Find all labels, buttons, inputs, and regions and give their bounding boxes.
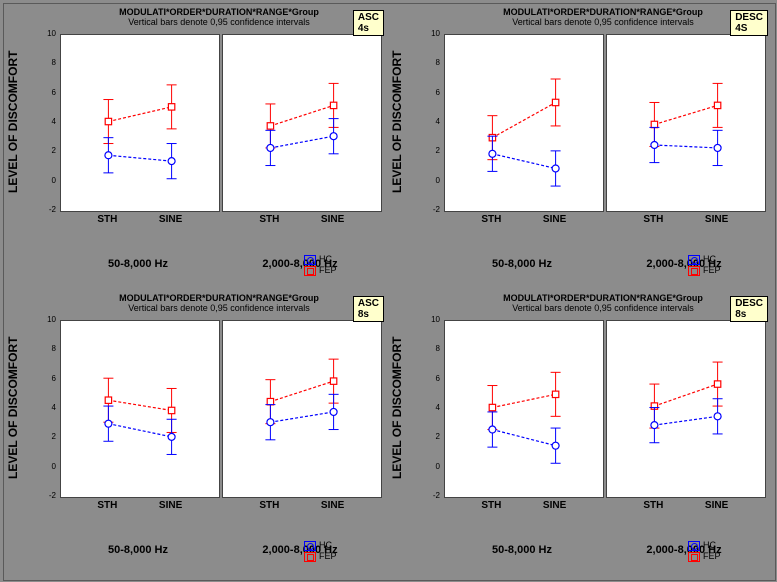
- legend: HCFEP: [688, 254, 721, 276]
- legend-label: FEP: [319, 551, 337, 562]
- sub-panel: [222, 34, 382, 212]
- legend-label: HC: [703, 254, 716, 265]
- legend-swatch-fep: [688, 266, 700, 276]
- sub-panels: [60, 320, 382, 496]
- x-axis-ticks: STHSINESTHSINE: [444, 500, 766, 514]
- condition-box: ASC8s: [353, 296, 384, 322]
- legend-label: FEP: [703, 265, 721, 276]
- sub-panels: [444, 34, 766, 210]
- legend: HCFEP: [688, 540, 721, 562]
- sub-panel: [444, 320, 604, 498]
- sub-panel: [222, 320, 382, 498]
- panel-title: MODULATI*ORDER*DURATION*RANGE*GroupVerti…: [54, 293, 384, 313]
- y-axis-label: LEVEL OF DISCOMFORT: [390, 34, 408, 210]
- legend-swatch-hc: [304, 541, 316, 551]
- legend-label: HC: [319, 254, 332, 265]
- sub-panel: [606, 34, 766, 212]
- condition-box: DESC4S: [730, 10, 768, 36]
- legend: HCFEP: [304, 540, 337, 562]
- legend-label: HC: [319, 540, 332, 551]
- quad-desc-8s: MODULATI*ORDER*DURATION*RANGE*GroupVerti…: [388, 290, 770, 574]
- legend-swatch-fep: [304, 552, 316, 562]
- legend-swatch-hc: [304, 255, 316, 265]
- y-axis-ticks: -20246810: [422, 34, 442, 210]
- y-axis-label: LEVEL OF DISCOMFORT: [6, 34, 24, 210]
- legend-swatch-hc: [688, 255, 700, 265]
- sub-panel: [444, 34, 604, 212]
- quad-asc-8s: MODULATI*ORDER*DURATION*RANGE*GroupVerti…: [4, 290, 386, 574]
- panel-title: MODULATI*ORDER*DURATION*RANGE*GroupVerti…: [54, 7, 384, 27]
- legend-swatch-hc: [688, 541, 700, 551]
- quad-desc-4s: MODULATI*ORDER*DURATION*RANGE*GroupVerti…: [388, 4, 770, 288]
- y-axis-ticks: -20246810: [38, 34, 58, 210]
- sub-panels: [60, 34, 382, 210]
- chart-grid: MODULATI*ORDER*DURATION*RANGE*GroupVerti…: [3, 3, 776, 581]
- x-axis-ticks: STHSINESTHSINE: [444, 214, 766, 228]
- sub-panel: [60, 34, 220, 212]
- legend-swatch-fep: [304, 266, 316, 276]
- quad-asc-4s: MODULATI*ORDER*DURATION*RANGE*GroupVerti…: [4, 4, 386, 288]
- x-axis-ticks: STHSINESTHSINE: [60, 500, 382, 514]
- y-axis-ticks: -20246810: [422, 320, 442, 496]
- sub-panel: [60, 320, 220, 498]
- legend-label: HC: [703, 540, 716, 551]
- sub-panels: [444, 320, 766, 496]
- panel-title: MODULATI*ORDER*DURATION*RANGE*GroupVerti…: [438, 7, 768, 27]
- condition-box: DESC8s: [730, 296, 768, 322]
- legend-label: FEP: [703, 551, 721, 562]
- y-axis-label: LEVEL OF DISCOMFORT: [390, 320, 408, 496]
- sub-panel: [606, 320, 766, 498]
- condition-box: ASC4s: [353, 10, 384, 36]
- y-axis-label: LEVEL OF DISCOMFORT: [6, 320, 24, 496]
- y-axis-ticks: -20246810: [38, 320, 58, 496]
- legend-label: FEP: [319, 265, 337, 276]
- x-axis-ticks: STHSINESTHSINE: [60, 214, 382, 228]
- legend-swatch-fep: [688, 552, 700, 562]
- legend: HCFEP: [304, 254, 337, 276]
- panel-title: MODULATI*ORDER*DURATION*RANGE*GroupVerti…: [438, 293, 768, 313]
